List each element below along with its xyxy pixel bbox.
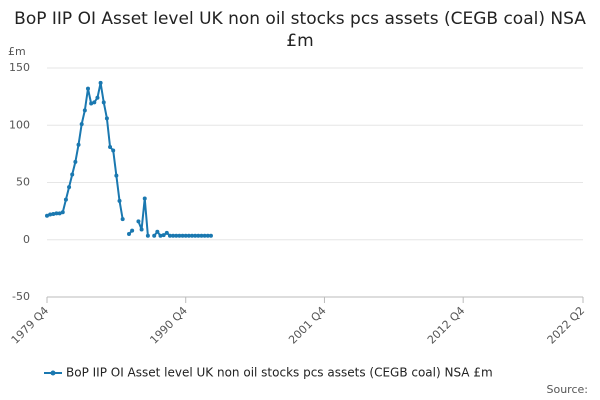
- point: [190, 233, 195, 238]
- point: [186, 233, 191, 238]
- point: [82, 108, 87, 113]
- point: [202, 233, 207, 238]
- y-tick-label: 0: [23, 233, 30, 246]
- x-tick-label: 2001 Q4: [286, 304, 329, 347]
- point: [136, 219, 141, 224]
- point: [139, 227, 144, 232]
- point: [85, 86, 90, 91]
- point: [130, 228, 135, 233]
- point: [183, 233, 188, 238]
- point: [95, 95, 100, 100]
- point: [205, 233, 210, 238]
- point: [92, 100, 97, 105]
- point: [60, 210, 65, 215]
- point: [54, 211, 59, 216]
- y-tick-label: -50: [12, 290, 30, 303]
- point: [171, 233, 176, 238]
- x-tick-label: 1979 Q4: [9, 304, 52, 347]
- point: [126, 232, 131, 237]
- point: [63, 197, 68, 202]
- point: [161, 233, 166, 238]
- chart-title: BoP IIP OI Asset level UK non oil stocks…: [14, 9, 586, 51]
- point: [199, 233, 204, 238]
- point: [89, 101, 94, 106]
- point: [73, 159, 78, 164]
- y-tick-label: 150: [9, 61, 30, 74]
- x-tick-label: 1990 Q4: [147, 304, 190, 347]
- point: [196, 233, 201, 238]
- point: [70, 172, 75, 177]
- point: [142, 196, 147, 201]
- point: [180, 233, 185, 238]
- point: [111, 148, 116, 153]
- point: [177, 233, 182, 238]
- point: [51, 211, 56, 216]
- point: [101, 100, 106, 105]
- legend-marker: [50, 370, 56, 376]
- line: [46, 82, 211, 237]
- point: [114, 173, 119, 178]
- point: [98, 80, 103, 85]
- point: [57, 211, 62, 216]
- point: [48, 212, 53, 217]
- point: [167, 233, 172, 238]
- point: [120, 217, 125, 222]
- point: [108, 145, 113, 150]
- point: [76, 142, 81, 147]
- point: [104, 116, 109, 121]
- point: [155, 229, 160, 234]
- point: [193, 233, 198, 238]
- point: [164, 230, 169, 235]
- x-tick-label: 2022 Q2: [545, 304, 588, 347]
- point: [158, 233, 163, 238]
- point: [67, 185, 72, 190]
- source: Source:: [547, 383, 589, 396]
- y-tick-label: 50: [16, 176, 30, 189]
- point: [152, 233, 157, 238]
- y-tick-label: 100: [9, 118, 30, 131]
- point: [117, 198, 122, 203]
- y-axis-label: £m: [8, 45, 26, 58]
- point: [145, 233, 150, 238]
- x-tick-label: 2012 Q4: [425, 304, 468, 347]
- point: [45, 213, 49, 218]
- legend-label: BoP IIP OI Asset level UK non oil stocks…: [66, 366, 493, 380]
- point: [208, 233, 213, 238]
- point: [79, 122, 84, 127]
- point: [174, 233, 179, 238]
